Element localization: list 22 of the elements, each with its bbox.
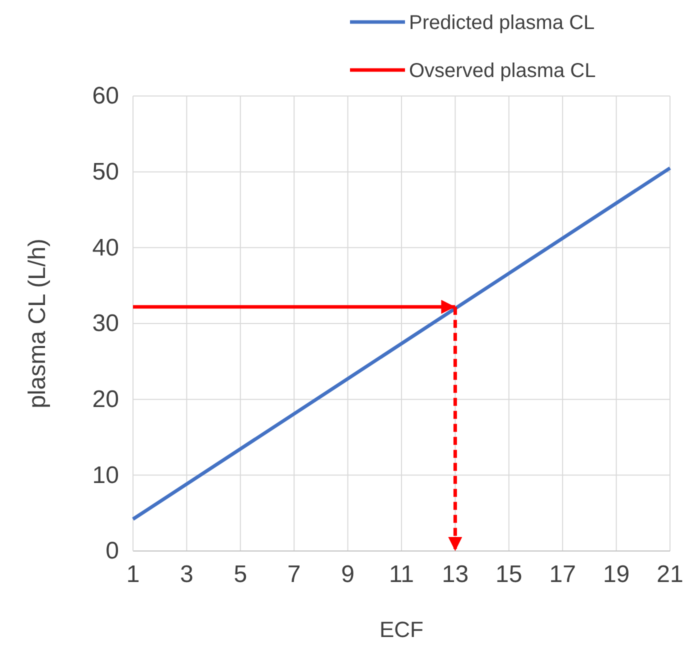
x-tick-label: 19 [602,561,630,588]
x-tick-label: 9 [341,561,354,588]
x-tick-label: 1 [126,561,140,588]
y-tick-label: 50 [92,158,119,186]
y-tick-label: 0 [106,538,119,565]
y-tick-label: 40 [92,234,119,262]
x-axis-title: ECF [380,617,424,642]
legend-label: Ovserved plasma CL [409,60,596,82]
x-tick-label: 5 [234,561,248,588]
legend-label: Predicted plasma CL [409,12,595,34]
y-tick-label: 60 [92,82,119,110]
x-tick-label: 17 [549,561,576,588]
y-tick-label: 30 [92,310,119,338]
x-tick-label: 11 [389,561,414,588]
x-tick-label: 13 [442,561,469,588]
y-tick-label: 20 [92,386,119,414]
y-tick-label: 10 [92,462,119,489]
y-axis-title: plasma CL (L/h) [24,238,51,408]
x-tick-label: 3 [180,561,194,588]
x-tick-label: 15 [496,561,522,588]
x-tick-label: 7 [287,561,301,588]
x-tick-label: 21 [656,561,684,588]
